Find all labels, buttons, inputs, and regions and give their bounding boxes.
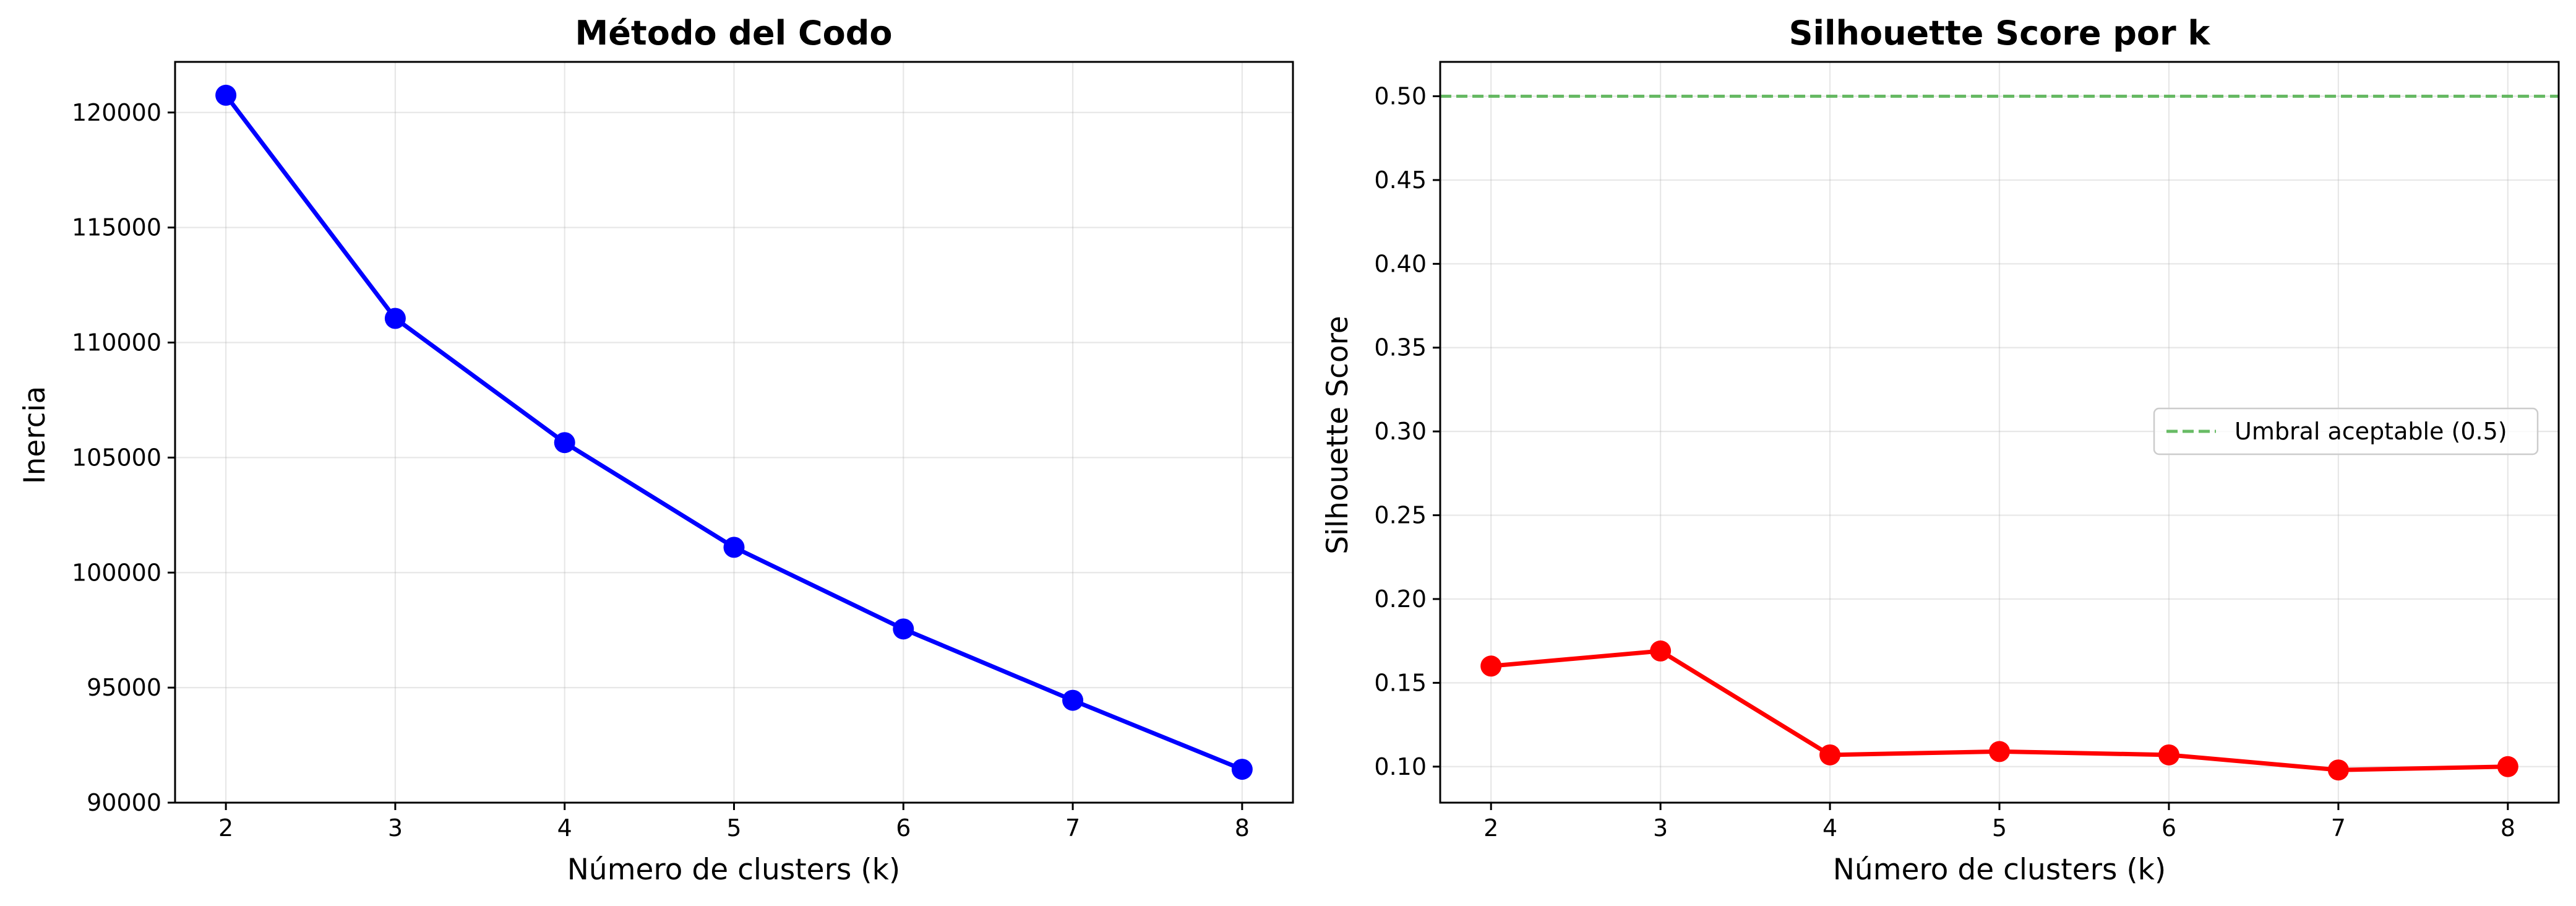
silhouette-data-point (1819, 744, 1841, 766)
elbow-y-ticks: 90000 95000 100000 105000 110000 115000 120000 (72, 99, 175, 816)
elbow-plot-frame (174, 61, 1294, 804)
elbow-data-point (554, 432, 575, 454)
silhouette-data-point (2327, 759, 2349, 781)
silhouette-x-tick-label: 4 (1823, 814, 1837, 842)
elbow-data-point (215, 84, 237, 106)
silhouette-x-axis-label: Número de clusters (k) (1833, 853, 2166, 887)
elbow-data-point (723, 537, 745, 558)
elbow-grid (175, 62, 1293, 804)
elbow-y-tick-label: 105000 (72, 444, 161, 471)
silhouette-x-tick-label: 8 (2501, 814, 2515, 842)
silhouette-y-tick-label: 0.10 (1374, 753, 1427, 780)
elbow-x-axis-label: Número de clusters (k) (567, 853, 900, 887)
elbow-data-point (384, 308, 406, 329)
silhouette-chart: Silhouette Score por k Número de cluster… (1321, 14, 2560, 887)
silhouette-data-point (2497, 756, 2518, 777)
elbow-series (215, 84, 1253, 780)
silhouette-data-point (1650, 640, 1672, 662)
silhouette-y-tick-label: 0.45 (1374, 166, 1427, 194)
silhouette-data-point (1480, 655, 1502, 677)
silhouette-y-tick-label: 0.30 (1374, 418, 1427, 445)
silhouette-x-tick-label: 2 (1483, 814, 1498, 842)
silhouette-y-ticks: 0.10 0.15 0.20 0.25 0.30 0.35 0.40 0.45 0.50 (1374, 83, 1440, 780)
silhouette-y-tick-label: 0.40 (1374, 250, 1427, 277)
silhouette-y-tick-label: 0.35 (1374, 334, 1427, 361)
elbow-x-tick-label: 4 (557, 814, 572, 842)
legend-box (2153, 407, 2539, 455)
silhouette-data-point (2158, 744, 2179, 766)
elbow-x-tick-label: 5 (726, 814, 741, 842)
elbow-data-point (1062, 689, 1084, 711)
silhouette-plot-frame (1439, 61, 2560, 804)
elbow-y-axis-label: Inercia (18, 386, 52, 485)
elbow-y-tick-label: 100000 (72, 559, 161, 586)
elbow-x-ticks: 2 3 4 5 6 7 8 (218, 803, 1250, 842)
silhouette-y-tick-label: 0.20 (1374, 585, 1427, 613)
silhouette-chart-title: Silhouette Score por k (1789, 14, 2211, 53)
elbow-x-tick-label: 8 (1235, 814, 1250, 842)
elbow-y-tick-label: 115000 (72, 214, 161, 241)
silhouette-x-tick-label: 7 (2331, 814, 2346, 842)
silhouette-y-axis-label: Silhouette Score (1321, 316, 1355, 554)
silhouette-legend: Umbral aceptable (0.5) (2153, 407, 2539, 455)
silhouette-y-tick-label: 0.50 (1374, 83, 1427, 110)
elbow-data-point (1231, 759, 1253, 780)
silhouette-y-tick-label: 0.25 (1374, 502, 1427, 529)
elbow-y-tick-label: 95000 (87, 674, 161, 701)
silhouette-x-ticks: 2 3 4 5 6 7 8 (1483, 803, 2515, 842)
elbow-data-point (893, 618, 914, 640)
elbow-x-tick-label: 7 (1065, 814, 1080, 842)
silhouette-grid (1440, 62, 2559, 803)
elbow-y-tick-label: 90000 (87, 789, 161, 816)
legend-label: Umbral aceptable (0.5) (2235, 418, 2507, 445)
silhouette-x-tick-label: 6 (2162, 814, 2176, 842)
elbow-chart: Método del Codo Número de clusters (k) I… (18, 14, 1294, 887)
silhouette-data-point (1989, 741, 2010, 762)
silhouette-x-tick-label: 5 (1992, 814, 2007, 842)
elbow-x-tick-label: 3 (388, 814, 403, 842)
elbow-chart-title: Método del Codo (575, 14, 893, 53)
elbow-x-tick-label: 6 (896, 814, 911, 842)
elbow-x-tick-label: 2 (218, 814, 233, 842)
silhouette-x-tick-label: 3 (1653, 814, 1668, 842)
elbow-y-tick-label: 110000 (72, 329, 161, 356)
silhouette-series (1480, 640, 2518, 781)
silhouette-y-tick-label: 0.15 (1374, 669, 1427, 696)
elbow-y-tick-label: 120000 (72, 99, 161, 126)
